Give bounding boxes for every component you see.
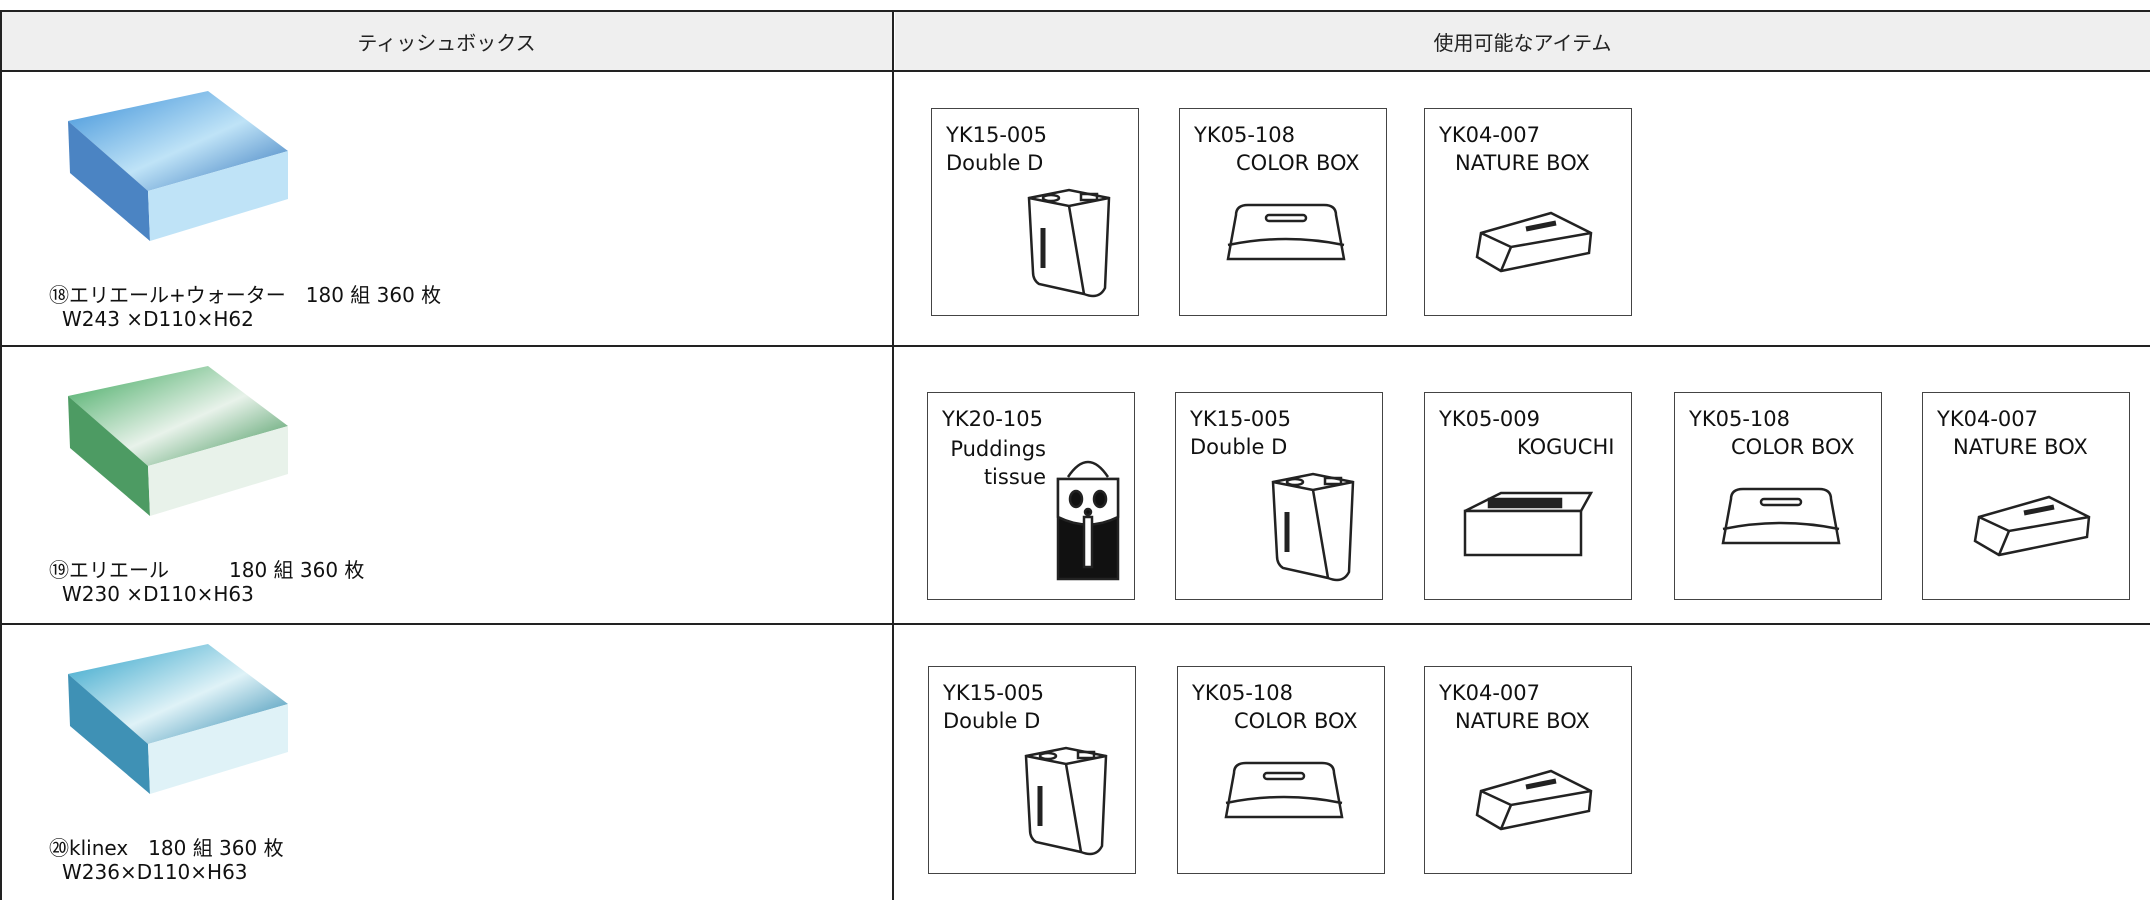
item-code: YK04-007 (1439, 123, 1540, 147)
item-code: YK15-005 (1190, 407, 1291, 431)
rule (0, 623, 2150, 625)
item-card: YK05-108 COLOR BOX (1179, 108, 1387, 316)
item-code: YK04-007 (1439, 681, 1540, 705)
product-name: ⑱エリエール+ウォーター 180 組 360 枚 (49, 283, 442, 307)
item-code: YK20-105 (942, 407, 1043, 431)
product-size: W236×D110×H63 (62, 860, 248, 884)
item-card: YK15-005 Double D (928, 666, 1136, 874)
item-icon (1226, 203, 1346, 261)
item-icon (1469, 209, 1609, 339)
header-cell: 使用可能なアイテム (895, 11, 2150, 71)
header-cell: ティッシュボックス (0, 11, 893, 71)
item-name: NATURE BOX (1455, 151, 1590, 175)
item-card: YK20-105 Puddings tissue (927, 392, 1135, 600)
rule (0, 345, 2150, 347)
item-icon (1967, 493, 2107, 623)
header-text: ティッシュボックス (357, 30, 536, 55)
rule (0, 10, 2, 900)
item-card: YK04-007 NATURE BOX (1922, 392, 2130, 600)
product-size: W230 ×D110×H63 (62, 582, 254, 606)
item-icon (1721, 487, 1841, 545)
rule (0, 10, 2150, 12)
rule (0, 70, 2150, 72)
item-code: YK05-108 (1194, 123, 1295, 147)
item-code: YK04-007 (1937, 407, 2038, 431)
item-name: Double D (946, 151, 1044, 175)
item-name: COLOR BOX (1236, 151, 1360, 175)
item-icon (1027, 184, 1167, 314)
item-name: COLOR BOX (1234, 709, 1358, 733)
item-icon (1271, 468, 1411, 598)
item-name: Double D (1190, 435, 1288, 459)
item-icon (1024, 742, 1164, 872)
item-code: YK05-108 (1192, 681, 1293, 705)
product-name: ⑳klinex 180 組 360 枚 (49, 836, 284, 860)
item-name: COLOR BOX (1731, 435, 1855, 459)
item-card: YK05-108 COLOR BOX (1177, 666, 1385, 874)
item-code: YK05-108 (1689, 407, 1790, 431)
item-name: NATURE BOX (1455, 709, 1590, 733)
item-code: YK05-009 (1439, 407, 1540, 431)
product-image (68, 644, 288, 794)
item-name: KOGUCHI (1517, 435, 1615, 459)
item-card: YK15-005 Double D (1175, 392, 1383, 600)
item-icon (1463, 491, 1593, 557)
item-card: YK04-007 NATURE BOX (1424, 666, 1632, 874)
item-card: YK04-007 NATURE BOX (1424, 108, 1632, 316)
product-image (68, 366, 288, 516)
item-code: YK15-005 (946, 123, 1047, 147)
item-card: YK15-005 Double D (931, 108, 1139, 316)
product-image (68, 91, 288, 241)
item-icon (1469, 767, 1609, 897)
item-card: YK05-009 KOGUCHI (1424, 392, 1632, 600)
item-code: YK15-005 (943, 681, 1044, 705)
item-name: Double D (943, 709, 1041, 733)
item-card: YK05-108 COLOR BOX (1674, 392, 1882, 600)
item-icon (1224, 761, 1344, 819)
product-name: ⑲エリエール 180 組 360 枚 (49, 558, 365, 582)
item-name: Puddings tissue (950, 437, 1046, 489)
header-text: 使用可能なアイテム (1433, 30, 1612, 55)
product-size: W243 ×D110×H62 (62, 307, 254, 331)
item-name: NATURE BOX (1953, 435, 2088, 459)
rule (892, 10, 894, 900)
